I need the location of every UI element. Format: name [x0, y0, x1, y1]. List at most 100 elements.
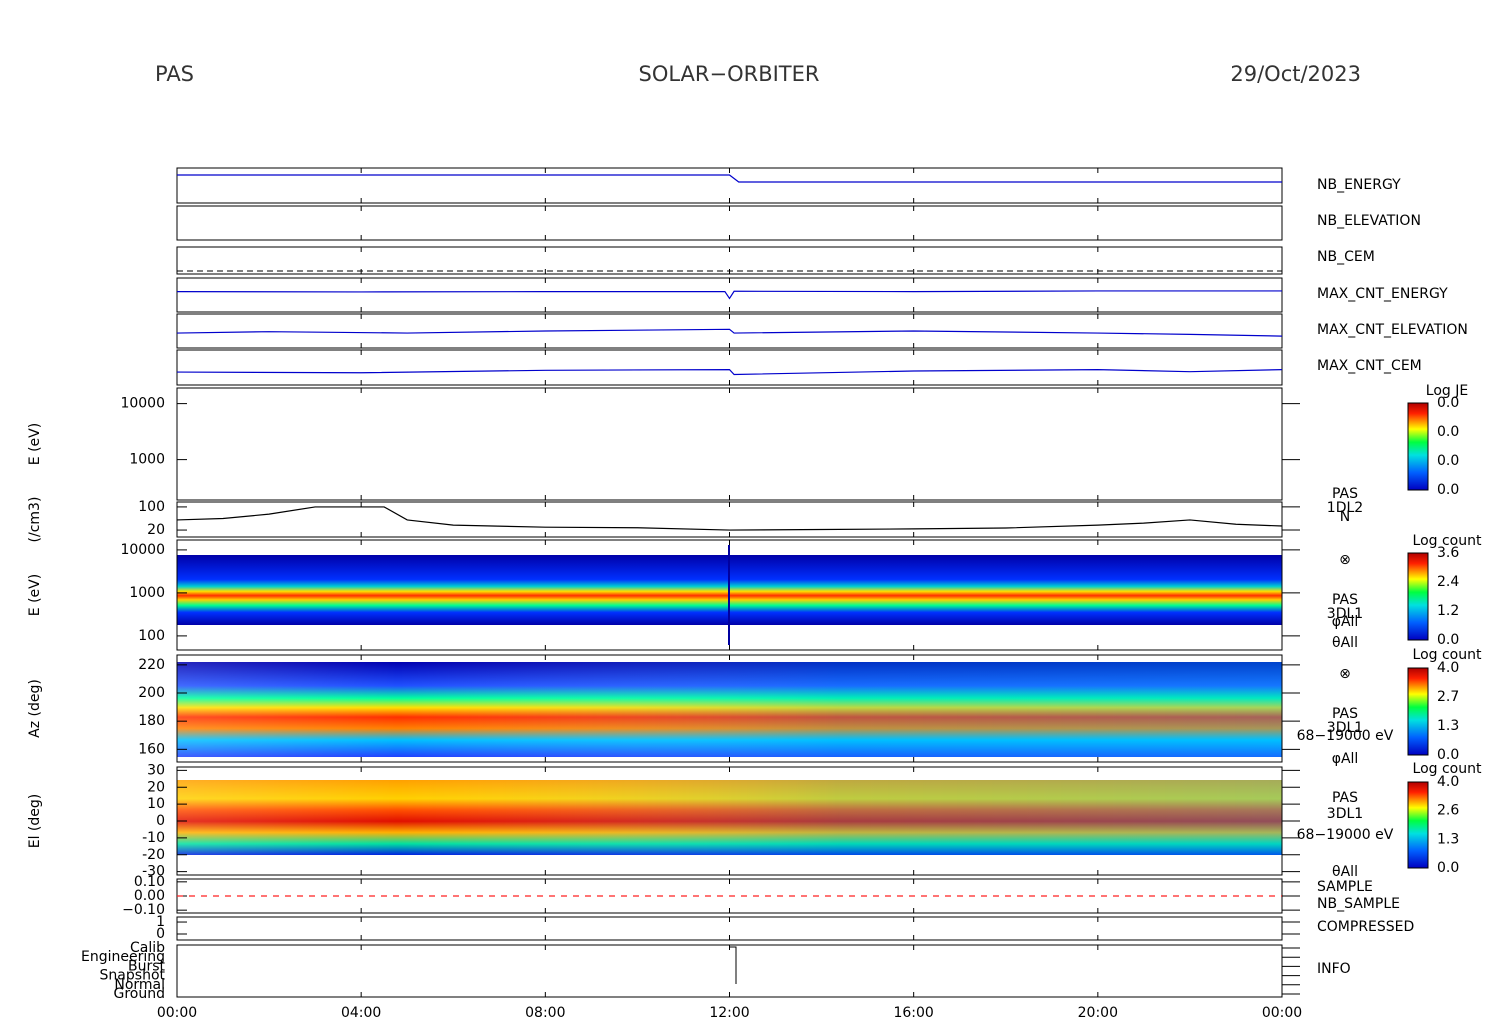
panel-label: 68−19000 eV	[1297, 827, 1394, 843]
y-tick-label: -20	[142, 847, 165, 863]
series-line	[176, 328, 1283, 337]
colorbar-tick-label: 2.6	[1437, 803, 1459, 819]
panel-label: PAS	[1332, 706, 1358, 722]
panel-label: PAS	[1332, 790, 1358, 806]
panel-label: θAll	[1332, 864, 1358, 880]
y-tick-label: 10000	[120, 542, 165, 558]
panel-label: PAS	[1332, 486, 1358, 502]
panel-label: NB_CEM	[1317, 249, 1375, 265]
y-axis-label: Az (deg)	[27, 679, 43, 738]
category-label: Engineering	[81, 949, 165, 965]
colorbar-tick-label: 0.0	[1437, 632, 1459, 648]
series-line	[176, 368, 1283, 376]
panel-label: 68−19000 eV	[1297, 728, 1394, 744]
category-label: Snapshot	[100, 968, 166, 984]
y-axis-label: E (eV)	[27, 423, 43, 465]
panel-label: θAll	[1332, 635, 1358, 651]
panel-label: MAX_CNT_ENERGY	[1317, 286, 1448, 302]
panel-label: NB_ENERGY	[1317, 177, 1401, 193]
legend-label: SAMPLE	[1317, 879, 1373, 895]
info-step	[729, 946, 737, 984]
y-axis-label: (/cm3)	[27, 497, 43, 543]
panel-label: MAX_CNT_ELEVATION	[1317, 322, 1468, 338]
colorbar-title: Log count	[1413, 761, 1482, 777]
x-tick-label: 00:00	[157, 1005, 197, 1020]
colorbar-tick-label: 0.0	[1437, 482, 1459, 498]
y-tick-label: 0.10	[134, 874, 165, 890]
y-tick-label: 1000	[129, 452, 165, 468]
series-line	[176, 506, 1283, 531]
y-tick-label: 10000	[120, 396, 165, 412]
category-label: Calib	[130, 940, 165, 956]
y-tick-label: 0	[156, 926, 165, 942]
panel-label: MAX_CNT_CEM	[1317, 358, 1422, 374]
x-tick-label: 12:00	[709, 1005, 749, 1020]
x-tick-label: 00:00	[1262, 1005, 1302, 1020]
x-tick-label: 04:00	[341, 1005, 381, 1020]
panel-label: COMPRESSED	[1317, 919, 1414, 935]
panel-frame	[176, 944, 1283, 998]
y-tick-label: 0	[156, 813, 165, 829]
colorbar-title: Log JE	[1426, 383, 1468, 399]
panel-frame	[176, 277, 1283, 313]
panel-label: NB_ELEVATION	[1317, 213, 1421, 229]
y-axis-label: El (deg)	[27, 794, 43, 849]
y-axis-label: E (eV)	[27, 574, 43, 616]
x-tick-label: 08:00	[525, 1005, 565, 1020]
colorbar-tick-label: 0.0	[1437, 424, 1459, 440]
colorbar-tick-label: 0.0	[1437, 395, 1459, 411]
panel-frame	[176, 205, 1283, 241]
panel-label: PAS	[1332, 592, 1358, 608]
y-tick-label: 10	[147, 796, 165, 812]
panel-frame	[176, 313, 1283, 349]
panel-label: N	[1340, 509, 1350, 525]
colorbar-tick-label: 4.0	[1437, 660, 1459, 676]
colorbar-tick-label: 1.3	[1437, 718, 1459, 734]
panel-frame	[176, 167, 1283, 204]
colorbar	[1407, 667, 1429, 756]
colorbar-title: Log count	[1413, 533, 1482, 549]
panel-label: ⊗	[1339, 552, 1351, 568]
header-right: 29/Oct/2023	[1230, 62, 1361, 86]
y-tick-label: 20	[147, 522, 165, 538]
colorbar-tick-label: 4.0	[1437, 774, 1459, 790]
colorbar-tick-label: 0.0	[1437, 453, 1459, 469]
y-tick-label: 0.00	[134, 888, 165, 904]
colorbar-tick-label: 1.3	[1437, 831, 1459, 847]
category-label: Ground	[114, 986, 166, 1002]
panel-label: 1DL2	[1327, 500, 1363, 516]
y-tick-label: 30	[147, 762, 165, 778]
y-tick-label: 1000	[129, 585, 165, 601]
y-tick-label: 160	[138, 741, 165, 757]
y-tick-label: -30	[142, 864, 165, 880]
series-line	[177, 174, 1282, 183]
y-tick-label: −0.10	[122, 902, 165, 918]
series-line	[176, 290, 1282, 300]
panel-label: φAll	[1332, 614, 1359, 630]
y-tick-label: 220	[138, 657, 165, 673]
category-label: Burst	[128, 958, 166, 974]
y-tick-label: 100	[138, 628, 165, 644]
panel-label: φAll	[1332, 751, 1359, 767]
colorbar-tick-label: 1.2	[1437, 603, 1459, 619]
panel-label: 3DL1	[1327, 606, 1363, 622]
colorbar	[1407, 781, 1429, 869]
legend-label: NB_SAMPLE	[1317, 896, 1400, 912]
y-tick-label: -10	[142, 830, 165, 846]
y-tick-label: 200	[138, 685, 165, 701]
colorbar-tick-label: 2.4	[1437, 574, 1459, 590]
y-tick-label: 20	[147, 779, 165, 795]
y-tick-label: 1	[156, 914, 165, 930]
colorbar	[1407, 402, 1429, 491]
panel-label: 3DL1	[1327, 806, 1363, 822]
panel-label: INFO	[1317, 961, 1351, 977]
panel-label: ⊗	[1339, 666, 1351, 682]
colorbar-tick-label: 0.0	[1437, 860, 1459, 876]
header-center: SOLAR−ORBITER	[638, 62, 819, 86]
colorbar-tick-label: 2.7	[1437, 689, 1459, 705]
colorbar-title: Log count	[1413, 647, 1482, 663]
colorbar-tick-label: 3.6	[1437, 545, 1459, 561]
header-left: PAS	[155, 62, 194, 86]
y-tick-label: 180	[138, 713, 165, 729]
